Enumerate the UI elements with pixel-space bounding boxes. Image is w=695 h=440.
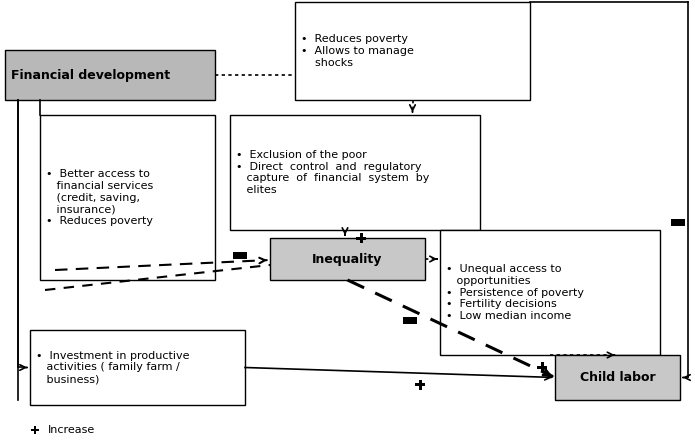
Bar [537, 366, 547, 368]
Bar [555, 355, 680, 400]
Bar [403, 316, 417, 323]
Bar [415, 384, 425, 386]
Bar [357, 237, 366, 239]
Bar [5, 50, 215, 100]
Text: •  Investment in productive
   activities ( family farm /
   business): • Investment in productive activities ( … [36, 351, 190, 384]
Text: •  Exclusion of the poor
•  Direct  control  and  regulatory
   capture  of  fin: • Exclusion of the poor • Direct control… [236, 150, 430, 195]
Text: Inequality: Inequality [312, 253, 383, 265]
Bar [230, 115, 480, 230]
Bar [418, 380, 421, 390]
Bar [359, 233, 363, 243]
Bar [31, 429, 39, 431]
Text: •  Reduces poverty
•  Allows to manage
    shocks: • Reduces poverty • Allows to manage sho… [301, 34, 414, 68]
Text: •  Better access to
   financial services
   (credit, saving,
   insurance)
•  R: • Better access to financial services (c… [46, 169, 154, 226]
Text: Financial development: Financial development [11, 69, 170, 81]
Bar [541, 362, 543, 372]
Text: •  Unequal access to
   opportunities
•  Persistence of poverty
•  Fertility dec: • Unequal access to opportunities • Pers… [446, 264, 584, 321]
Bar [270, 238, 425, 280]
Bar [34, 426, 36, 434]
Text: Child labor: Child labor [580, 371, 655, 384]
Bar [295, 2, 530, 100]
Bar [233, 252, 247, 258]
Text: Increase: Increase [48, 425, 95, 435]
Bar [30, 330, 245, 405]
Bar [40, 115, 215, 280]
Bar [440, 230, 660, 355]
Bar [671, 219, 685, 225]
